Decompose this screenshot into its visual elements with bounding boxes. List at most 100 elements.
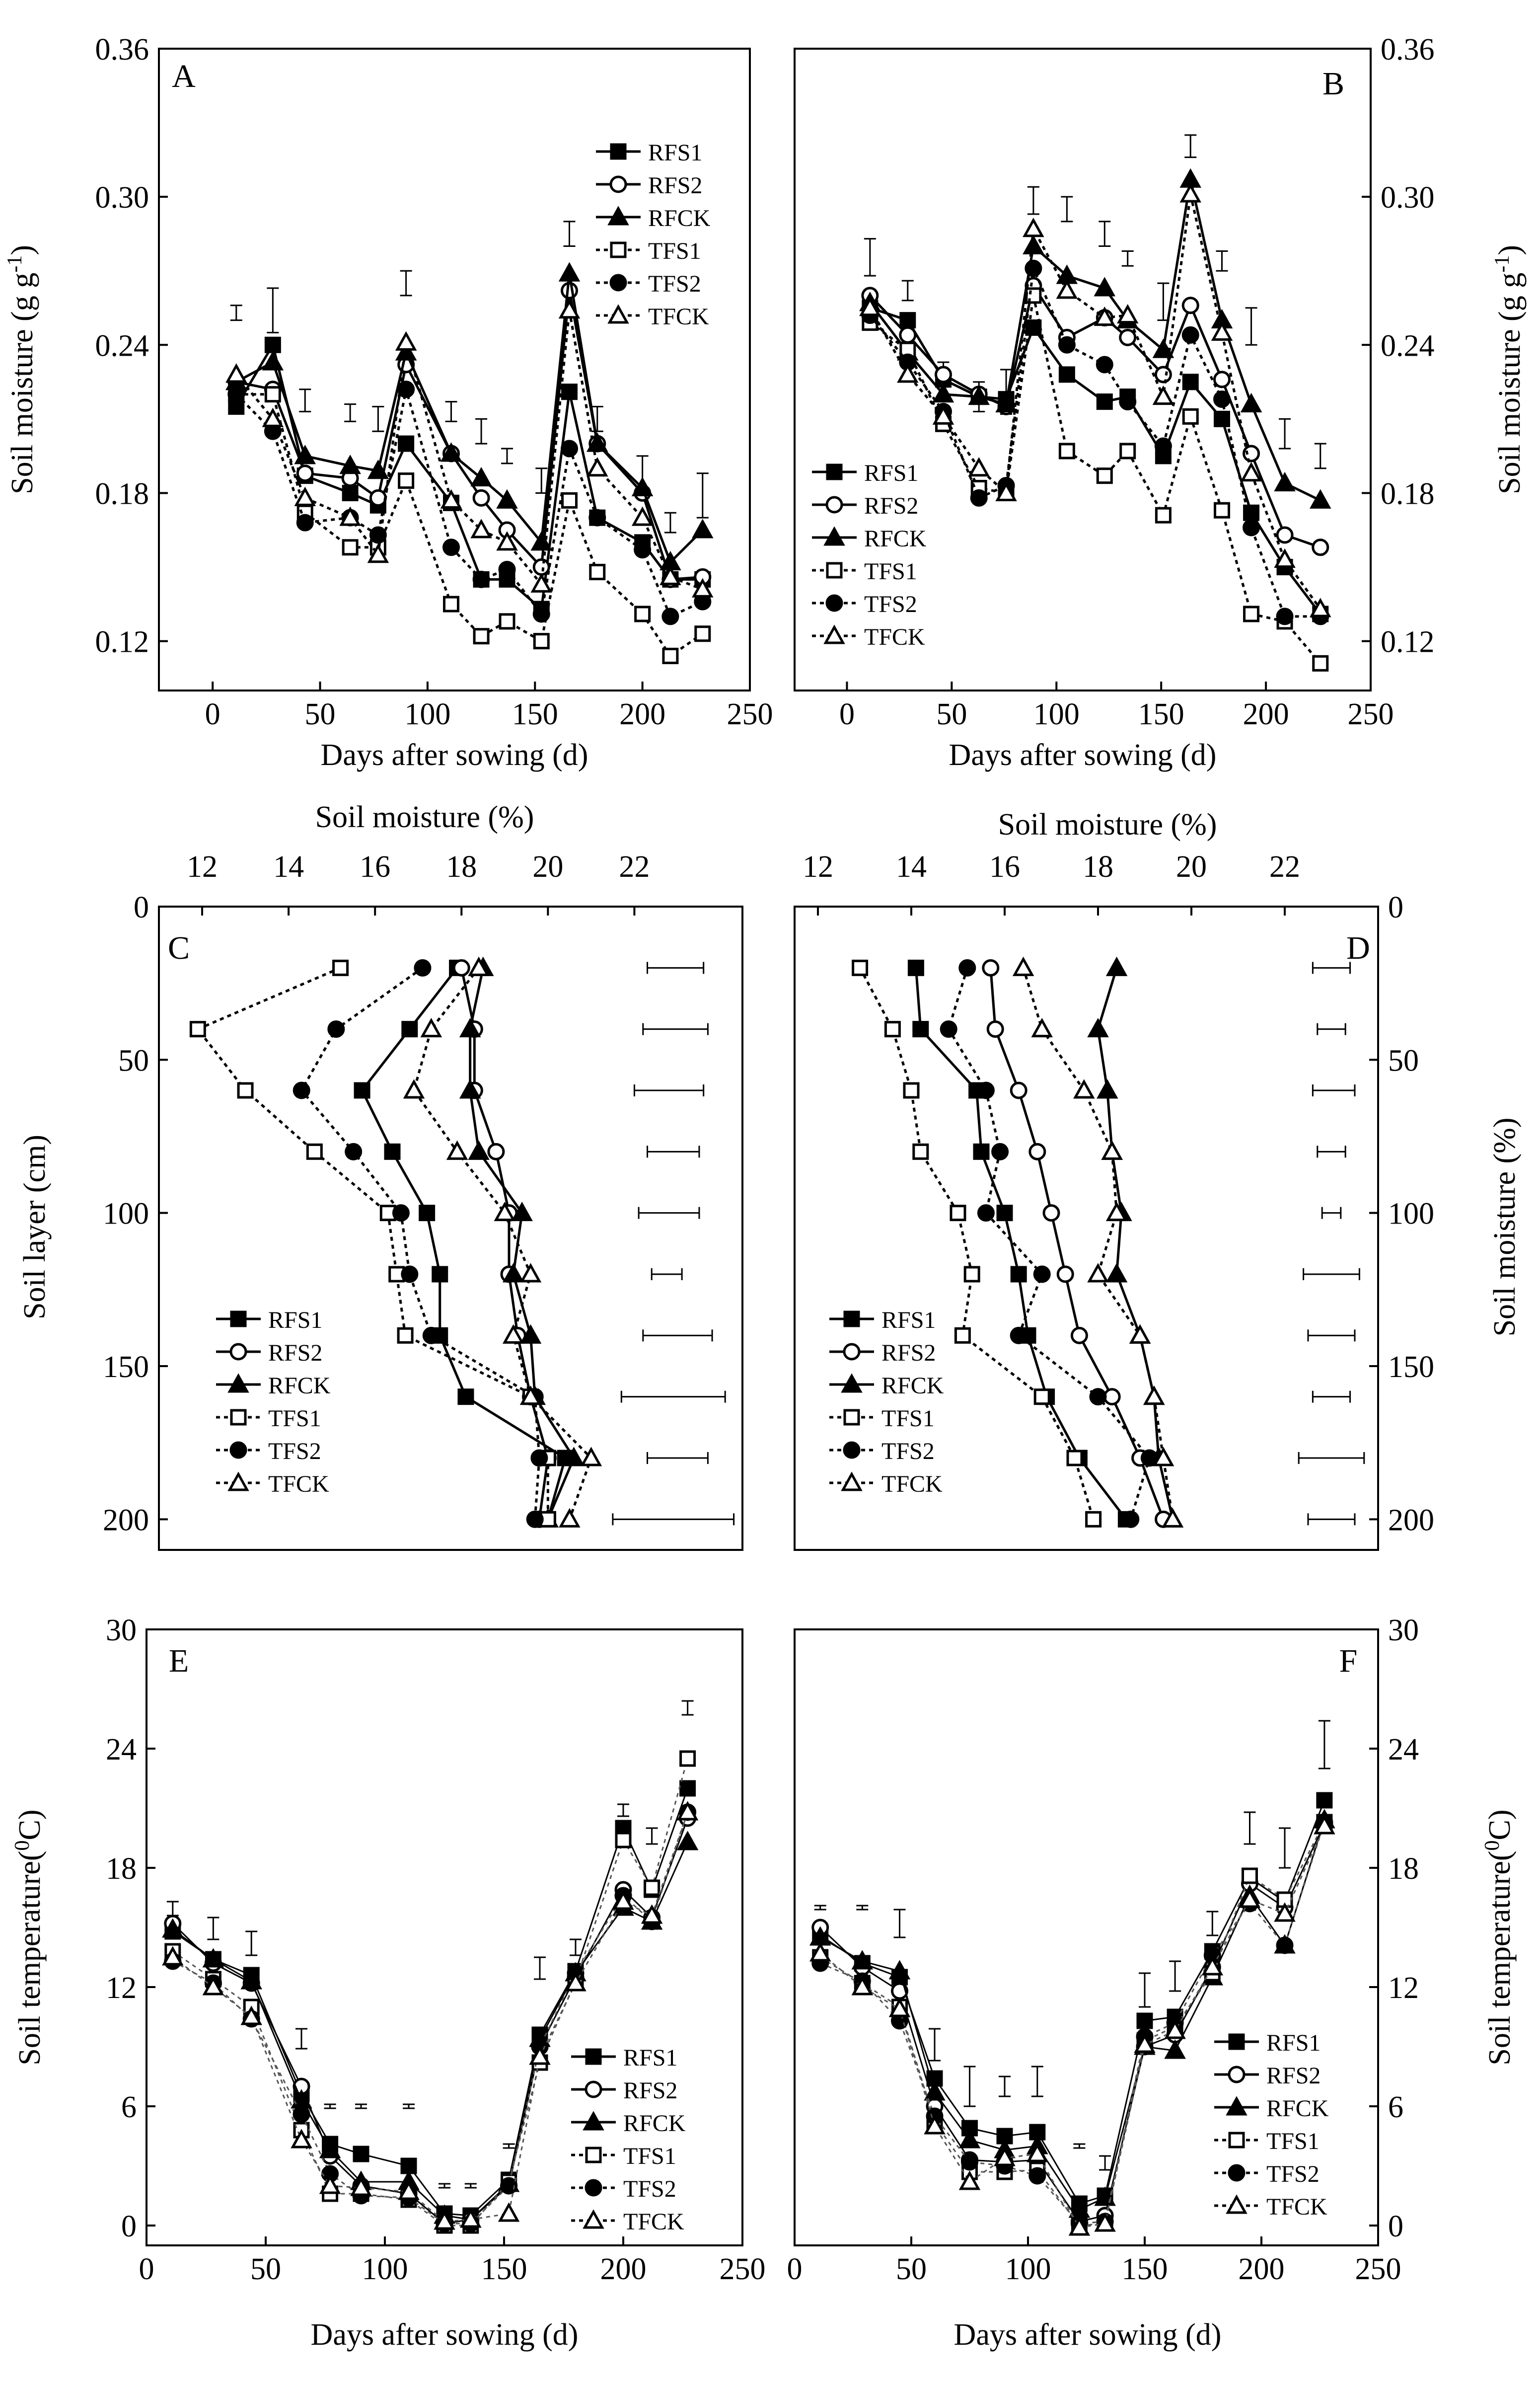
- data-point: [397, 1327, 414, 1344]
- data-point: [940, 1020, 957, 1038]
- legend-marker: [585, 2048, 602, 2065]
- data-point: [897, 363, 919, 383]
- series-line: [1022, 967, 1174, 1520]
- data-point: [561, 440, 579, 458]
- data-point: [1122, 1510, 1140, 1528]
- data-point: [1096, 356, 1113, 374]
- legend-label: RFCK: [648, 205, 711, 231]
- data-point: [899, 326, 917, 344]
- data-point: [558, 299, 581, 319]
- x-tick-label: 14: [896, 850, 927, 884]
- x-tick-label: 18: [446, 850, 477, 884]
- data-point: [662, 647, 679, 664]
- data-point: [1152, 385, 1174, 405]
- data-point: [1274, 548, 1296, 568]
- series-rfck: [1087, 956, 1184, 1528]
- y-tick-label: 0: [1388, 891, 1403, 924]
- x-tick-label: 200: [600, 2252, 647, 2286]
- x-tick-label: 100: [362, 2252, 408, 2286]
- legend-marker: [843, 1343, 861, 1361]
- data-point: [692, 519, 714, 538]
- data-point: [339, 506, 361, 526]
- series-line: [460, 967, 549, 1520]
- data-point: [327, 1020, 345, 1038]
- data-point: [1201, 1956, 1224, 1976]
- data-point: [634, 541, 652, 559]
- legend-marker: [583, 2111, 604, 2131]
- data-point: [1087, 1263, 1109, 1283]
- data-point: [1073, 1079, 1095, 1099]
- data-point: [519, 1324, 542, 1344]
- data-point: [559, 1508, 581, 1528]
- legend-marker: [1228, 2033, 1245, 2050]
- data-point: [1023, 234, 1044, 255]
- data-point: [994, 2147, 1016, 2166]
- series-tfs1: [189, 959, 556, 1528]
- legend-label: TFCK: [268, 1471, 329, 1497]
- x-tick-label: 200: [1239, 2252, 1285, 2286]
- y-tick-label: 100: [1388, 1197, 1434, 1231]
- data-point: [1182, 374, 1199, 390]
- data-point: [1089, 1388, 1107, 1406]
- data-point: [631, 506, 654, 526]
- data-point: [530, 1449, 548, 1467]
- data-point: [1010, 1081, 1027, 1099]
- data-point: [1214, 502, 1231, 519]
- y-axis-title: Soil temperature(0C): [11, 1809, 47, 2065]
- data-point: [240, 1970, 262, 1990]
- x-tick-label: 0: [139, 2252, 154, 2286]
- y-axis-title: Soil moisture (g g-1): [3, 245, 39, 494]
- data-point: [468, 956, 490, 976]
- legend-marker: [227, 1373, 249, 1393]
- data-point: [1140, 1449, 1158, 1467]
- data-point: [561, 492, 578, 509]
- data-point: [660, 565, 681, 585]
- series-rfck: [225, 262, 714, 571]
- panel-d: 12 14 16 18 20 22 0 50 100 150 200 D Soil moisture (…: [794, 808, 1522, 1551]
- data-point: [1162, 1508, 1184, 1528]
- data-point: [641, 1904, 663, 1924]
- legend-label: RFS1: [648, 140, 702, 166]
- data-point: [963, 1266, 980, 1283]
- data-point: [676, 1831, 699, 1850]
- x-axis-title: Days after sowing (d): [954, 2318, 1222, 2352]
- legend-marker: [607, 206, 629, 226]
- data-point: [1314, 1815, 1335, 1835]
- y-tick-label: 0.36: [1381, 33, 1435, 67]
- plot-frame: [158, 906, 743, 1551]
- data-point: [1239, 1888, 1261, 1908]
- panel-label: D: [1346, 930, 1370, 966]
- legend-marker: [609, 274, 627, 292]
- data-point: [1243, 519, 1260, 537]
- data-point: [1096, 467, 1113, 484]
- y-tick-label: 0: [121, 2210, 137, 2243]
- data-point: [1240, 392, 1262, 413]
- y-axis-title: Soil moisture (%): [1488, 1118, 1522, 1337]
- legend-marker: [229, 1441, 247, 1459]
- legend-marker: [229, 1343, 247, 1361]
- series-rfs1: [862, 300, 1329, 622]
- data-point: [420, 1018, 442, 1038]
- data-point: [1027, 2143, 1048, 2162]
- data-point: [1134, 2033, 1156, 2053]
- data-point: [339, 455, 361, 474]
- x-axis-title: Days after sowing (d): [311, 2318, 579, 2352]
- data-point: [888, 1960, 911, 1980]
- data-point: [473, 628, 490, 645]
- data-point: [1310, 598, 1331, 617]
- series-line: [469, 967, 576, 1520]
- legend-marker: [825, 594, 843, 612]
- data-point: [1154, 437, 1172, 455]
- data-point: [519, 1385, 542, 1405]
- data-point: [397, 381, 415, 398]
- data-point: [1105, 1263, 1128, 1283]
- y-tick-label: 24: [106, 1733, 137, 1767]
- data-point: [924, 2115, 946, 2135]
- data-point: [294, 445, 316, 464]
- x-tick-label: 250: [1348, 697, 1394, 731]
- x-tick-label: 150: [1138, 697, 1184, 731]
- y-tick-label: 50: [1388, 1044, 1419, 1077]
- panel-a: 0 50 100 150 200 250 0.12 0.18 0.24 0.30 0.36 A Days…: [3, 33, 773, 772]
- data-point: [511, 1202, 533, 1222]
- data-point: [398, 2180, 420, 2200]
